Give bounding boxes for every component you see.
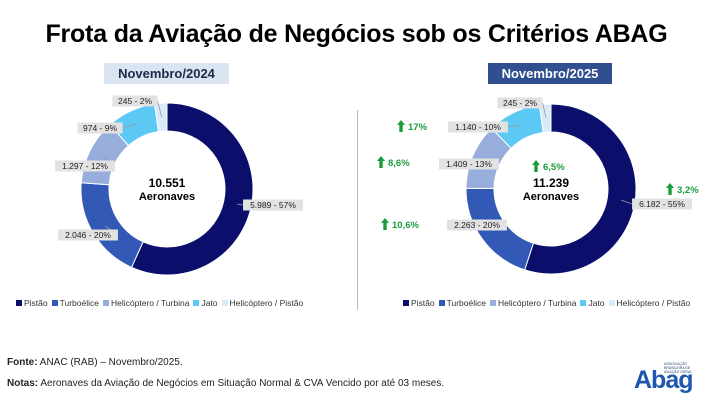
data-label-2024-turboelice: 2.046 - 20%	[65, 230, 111, 240]
slice-2024-pistao	[130, 102, 254, 276]
growth-2025-jato: 17%	[408, 122, 428, 133]
footer-notes: Notas: Aeronaves da Aviação de Negócios …	[7, 378, 444, 389]
logo-tagline: Associação Brasileira de Aviação Geral	[664, 362, 693, 374]
legend-item-helicoptero-turbina: Helicóptero / Turbina	[103, 298, 189, 308]
data-label-2025-pistao: 6.182 - 55%	[639, 199, 685, 209]
legend-label: Pistão	[24, 298, 48, 308]
legend-swatch	[51, 300, 58, 306]
legend-label: Helicóptero / Pistão	[616, 298, 691, 308]
leader-2025-0	[620, 199, 633, 205]
slice-2024-turboelice	[80, 182, 144, 269]
growth-2025-jato-arrow-icon	[397, 120, 405, 132]
legend-item-turboelice: Turboélice	[51, 298, 99, 308]
growth-2025-pistao-arrow-icon	[666, 183, 674, 195]
source-label: Fonte:	[7, 357, 38, 368]
leader-2024-0	[237, 203, 244, 206]
legend-swatch	[608, 300, 615, 306]
legend-item-jato: Jato	[193, 298, 218, 308]
data-label-2024-helicoptero-pistao: 245 - 2%	[118, 96, 152, 106]
legend-swatch	[16, 300, 22, 306]
data-label-2025-helicoptero-pistao: 245 - 2%	[503, 98, 537, 108]
center-total-2024: 10.551	[149, 176, 186, 190]
legend-swatch	[490, 300, 496, 306]
data-label-box-2024-0	[243, 199, 303, 211]
center-growth-2025: 6,5%	[543, 162, 565, 173]
center-label-2025: Aeronaves	[523, 191, 579, 203]
data-label-2024-helicoptero-turbina: 1.297 - 12%	[62, 161, 108, 171]
data-label-box-2025-2	[439, 158, 499, 170]
footer-source: Fonte: ANAC (RAB) – Novembro/2025.	[7, 357, 183, 368]
data-label-box-2025-4	[497, 97, 543, 109]
legend-item-turboelice: Turboélice	[438, 298, 486, 308]
leader-2024-3	[122, 123, 137, 129]
source-text: ANAC (RAB) – Novembro/2025.	[39, 357, 183, 368]
legend-item-helicoptero-turbina: Helicóptero / Turbina	[490, 298, 576, 308]
leader-2025-3	[507, 124, 520, 128]
legend-label: Jato	[201, 298, 218, 308]
legend-item-pistao: Pistão	[16, 298, 48, 308]
abag-logo: Associação Brasileira de Aviação Geral A…	[632, 362, 706, 398]
legend-label: Helicóptero / Turbina	[111, 298, 190, 308]
data-label-2024-pistao: 5.989 - 57%	[250, 200, 296, 210]
legend-item-helicoptero-pistao: Helicóptero / Pistão	[608, 298, 691, 308]
legend-item-helicoptero-pistao: Helicóptero / Pistão	[221, 298, 304, 308]
data-label-2024-jato: 974 - 9%	[83, 123, 117, 133]
logo-wordmark: Abag	[634, 366, 693, 394]
legend-label: Helicóptero / Pistão	[229, 298, 304, 308]
growth-2025-helicoptero-turbina: 8,6%	[388, 158, 410, 169]
legend-2025: Pistão Turboélice Helicóptero / Turbina Jat…	[403, 298, 694, 308]
growth-2025-helicoptero-turbina-arrow-icon	[377, 156, 385, 168]
legend-item-pistao: Pistão	[403, 298, 435, 308]
legend-label: Helicóptero / Turbina	[498, 298, 577, 308]
legend-label: Jato	[588, 298, 605, 308]
legend-label: Pistão	[411, 298, 435, 308]
slice-2025-pistao	[524, 103, 637, 275]
center-total-2025: 11.239	[533, 176, 569, 190]
period-label-2025: Novembro/2025	[488, 63, 612, 84]
data-label-box-2025-1	[447, 219, 507, 231]
notes-label: Notas:	[7, 378, 39, 389]
data-label-box-2024-2	[55, 160, 115, 172]
period-label-2024: Novembro/2024	[104, 63, 229, 84]
data-label-box-2024-4	[112, 95, 158, 107]
growth-2025-turboelice: 10,6%	[392, 220, 419, 231]
data-label-box-2024-1	[58, 229, 118, 241]
center-label-2024: Aeronaves	[139, 191, 195, 203]
notes-text: Aeronaves da Aviação de Negócios em Situ…	[40, 378, 445, 389]
legend-label: Turboélice	[446, 298, 486, 308]
legend-swatch	[193, 300, 200, 306]
legend-swatch	[580, 300, 587, 306]
page-title: Frota da Aviação de Negócios sob os Crit…	[45, 20, 668, 48]
growth-2025-turboelice-arrow-icon	[381, 218, 389, 230]
divider	[357, 110, 358, 310]
legend-swatch	[103, 300, 109, 306]
legend-swatch	[403, 300, 409, 306]
legend-item-jato: Jato	[580, 298, 605, 308]
leader-2025-4	[542, 102, 547, 119]
legend-2024: Pistão Turboélice Helicóptero / Turbina Jat…	[16, 298, 307, 308]
data-label-box-2025-0	[632, 198, 692, 210]
growth-2025-pistao: 3,2%	[677, 185, 699, 196]
data-label-box-2025-3	[448, 121, 508, 133]
data-label-2025-helicoptero-turbina: 1.409 - 13%	[446, 159, 492, 169]
legend-swatch	[438, 300, 445, 306]
donut-charts: 5.989 - 57% 2.046 - 20% 1.297 - 12% 974 - 9…	[55, 95, 699, 276]
data-label-2025-turboelice: 2.263 - 20%	[454, 220, 500, 230]
leader-2024-4	[157, 100, 163, 118]
data-label-box-2024-3	[77, 122, 123, 134]
data-label-2025-jato: 1.140 - 10%	[455, 122, 501, 132]
center-growth-2025-arrow-icon	[532, 160, 540, 172]
legend-label: Turboélice	[59, 298, 99, 308]
slice-2024-helicoptero-pistao	[153, 102, 168, 133]
legend-swatch	[221, 300, 228, 306]
